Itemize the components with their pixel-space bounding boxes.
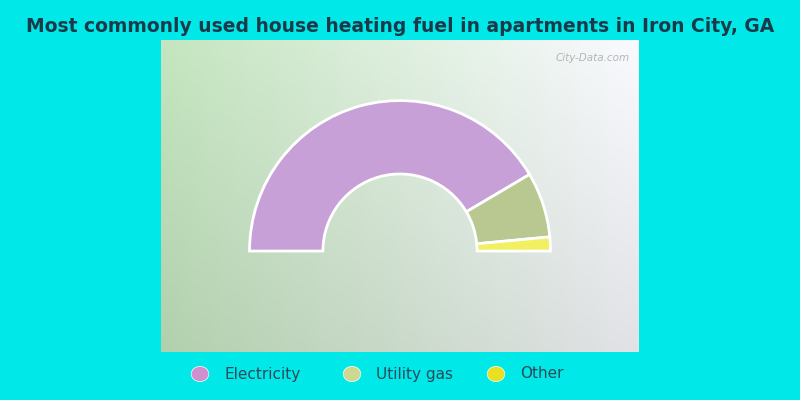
Wedge shape — [466, 174, 550, 244]
Text: Other: Other — [520, 366, 563, 382]
Text: City-Data.com: City-Data.com — [555, 53, 630, 63]
Wedge shape — [477, 237, 550, 251]
Text: Electricity: Electricity — [224, 366, 300, 382]
Text: Utility gas: Utility gas — [376, 366, 453, 382]
Wedge shape — [250, 100, 530, 251]
Text: Most commonly used house heating fuel in apartments in Iron City, GA: Most commonly used house heating fuel in… — [26, 16, 774, 36]
